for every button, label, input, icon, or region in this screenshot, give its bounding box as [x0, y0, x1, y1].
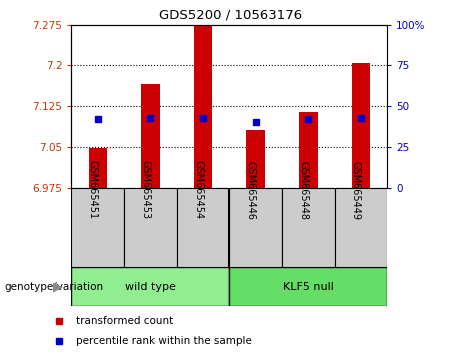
Bar [89, 148, 107, 188]
Text: ▶: ▶ [53, 280, 62, 293]
Text: percentile rank within the sample: percentile rank within the sample [76, 336, 251, 346]
Bar [299, 112, 318, 188]
Text: GSM665449: GSM665449 [351, 160, 361, 219]
Bar [229, 267, 387, 306]
Text: GSM665448: GSM665448 [298, 160, 308, 219]
Bar [194, 25, 212, 188]
Bar [247, 130, 265, 188]
Bar [177, 188, 229, 267]
Bar [141, 85, 160, 188]
Text: GSM665451: GSM665451 [88, 160, 98, 219]
Text: GDS5200 / 10563176: GDS5200 / 10563176 [159, 9, 302, 22]
Bar [352, 63, 370, 188]
Bar [124, 188, 177, 267]
Bar [335, 188, 387, 267]
Text: KLF5 null: KLF5 null [283, 282, 334, 292]
Text: GSM665446: GSM665446 [246, 160, 256, 219]
Bar [71, 267, 230, 306]
Bar [282, 188, 335, 267]
Text: GSM665453: GSM665453 [141, 160, 150, 219]
Text: wild type: wild type [125, 282, 176, 292]
Text: GSM665454: GSM665454 [193, 160, 203, 219]
Bar [71, 188, 124, 267]
Bar [229, 188, 282, 267]
Text: genotype/variation: genotype/variation [5, 282, 104, 292]
Text: transformed count: transformed count [76, 316, 173, 326]
